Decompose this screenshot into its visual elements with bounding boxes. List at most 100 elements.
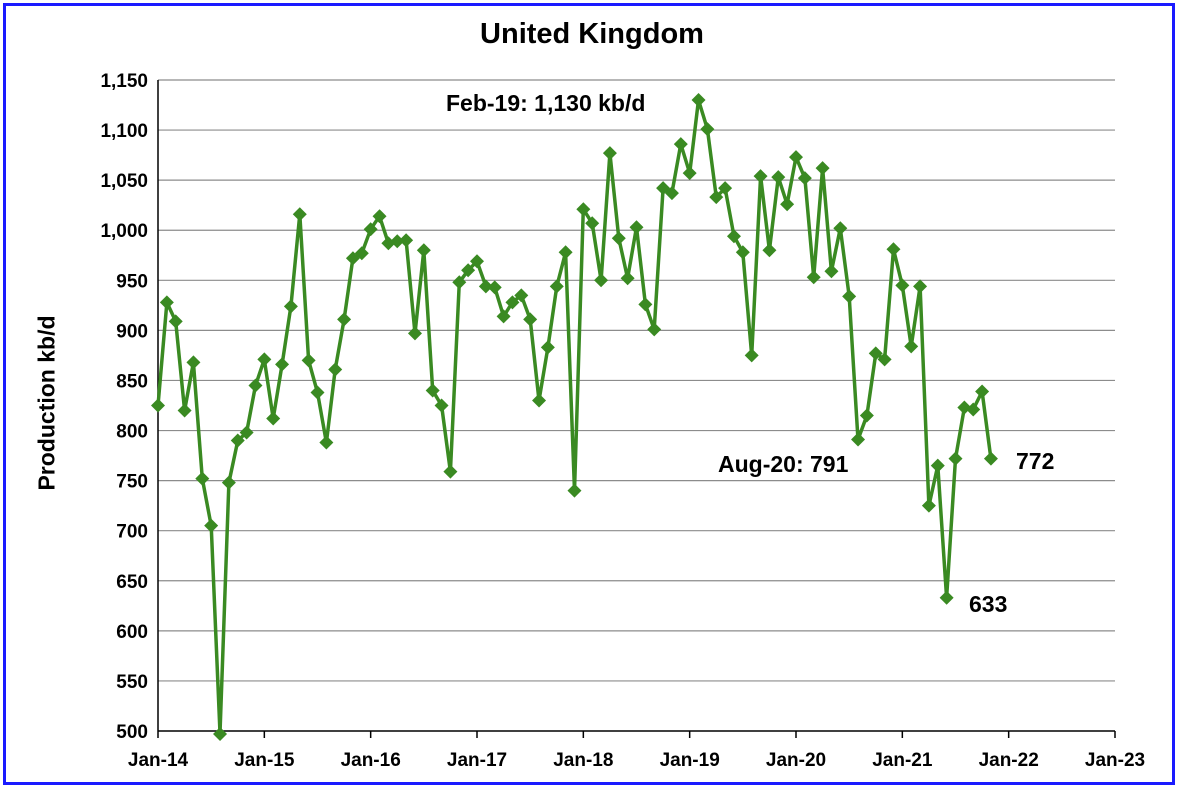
data-point xyxy=(540,340,555,355)
data-point xyxy=(407,326,422,341)
data-point xyxy=(257,352,272,367)
data-point xyxy=(789,150,803,165)
data-point xyxy=(726,229,741,244)
data-point xyxy=(815,161,830,176)
data-point xyxy=(230,433,245,448)
data-point xyxy=(151,398,165,413)
data-point xyxy=(461,263,476,278)
data-point xyxy=(948,451,963,466)
data-point xyxy=(983,451,998,466)
data-point xyxy=(354,246,369,261)
data-point xyxy=(824,264,839,279)
data-point xyxy=(452,275,467,290)
data-point xyxy=(904,339,919,354)
data-point xyxy=(921,498,936,513)
data-point xyxy=(434,398,449,413)
data-point xyxy=(886,242,901,257)
latest-value-annotation: 772 xyxy=(1016,448,1054,474)
y-tick-label: 550 xyxy=(116,672,148,693)
data-point xyxy=(204,518,219,533)
data-point xyxy=(470,254,484,269)
data-point xyxy=(638,297,653,312)
data-point xyxy=(301,353,316,368)
data-point xyxy=(523,312,538,327)
data-point xyxy=(868,346,883,361)
low-value-annotation: 633 xyxy=(969,591,1007,617)
data-point xyxy=(443,464,458,479)
y-tick-label: 900 xyxy=(116,321,148,342)
chart-title: United Kingdom xyxy=(480,18,704,50)
data-point xyxy=(647,322,662,337)
data-point xyxy=(195,471,210,486)
x-tick-label: Jan-14 xyxy=(128,750,189,771)
data-point xyxy=(159,295,174,310)
data-point xyxy=(620,271,635,286)
data-point xyxy=(549,279,564,294)
data-point xyxy=(213,727,228,742)
gridlines xyxy=(158,79,1115,682)
data-point xyxy=(797,171,812,186)
x-tick-label: Jan-19 xyxy=(660,750,720,771)
data-point xyxy=(966,402,981,417)
data-point xyxy=(319,435,334,450)
y-tick-label: 1,150 xyxy=(100,71,148,92)
data-point xyxy=(762,243,777,258)
x-tick-labels: Jan-14 Jan-15 Jan-16 Jan-17 Jan-18 Jan-19 Jan-… xyxy=(128,750,1145,771)
y-tick-label: 1,050 xyxy=(100,171,148,192)
data-point xyxy=(629,220,644,235)
data-point xyxy=(416,243,431,258)
y-tick-label: 750 xyxy=(116,472,148,493)
data-point xyxy=(735,245,750,260)
data-point xyxy=(611,231,626,246)
x-tick-label: Jan-18 xyxy=(553,750,613,771)
data-point xyxy=(585,216,600,231)
data-point xyxy=(975,384,990,399)
data-point xyxy=(186,355,201,370)
data-point xyxy=(168,314,183,329)
data-point xyxy=(682,166,697,181)
data-point xyxy=(567,483,582,498)
aug-20-annotation: Aug-20: 791 xyxy=(718,451,849,477)
x-tick-label: Jan-20 xyxy=(766,750,826,771)
data-point xyxy=(602,146,617,161)
y-tick-label: 800 xyxy=(116,422,148,443)
data-point xyxy=(292,207,307,222)
data-point xyxy=(939,590,954,605)
y-tick-label: 600 xyxy=(116,622,148,643)
data-point xyxy=(744,348,759,363)
data-point xyxy=(532,393,547,408)
x-tick-label: Jan-23 xyxy=(1085,750,1145,771)
x-tick-label: Jan-17 xyxy=(447,750,507,771)
data-point xyxy=(399,233,414,248)
data-point xyxy=(895,278,910,293)
data-point xyxy=(177,403,192,418)
data-point xyxy=(425,383,440,398)
data-point xyxy=(221,475,236,490)
data-point xyxy=(505,295,520,310)
data-point xyxy=(266,411,281,426)
y-tick-label: 950 xyxy=(116,271,148,292)
data-point xyxy=(859,408,874,423)
y-tick-label: 1,100 xyxy=(100,121,148,142)
data-point xyxy=(283,299,298,314)
peak-annotation: Feb-19: 1,130 kb/d xyxy=(446,90,645,116)
data-point xyxy=(833,221,848,236)
y-tick-labels: 500 550 600 650 700 750 800 850 900 950 1,000 1,050… xyxy=(100,71,148,743)
data-point xyxy=(487,280,502,295)
data-markers xyxy=(151,93,998,742)
data-point xyxy=(913,279,928,294)
data-point xyxy=(275,357,290,372)
x-tick-label: Jan-16 xyxy=(341,750,401,771)
data-point xyxy=(673,137,688,152)
data-point xyxy=(930,458,945,473)
data-point xyxy=(372,209,387,224)
data-point xyxy=(753,169,768,184)
data-point xyxy=(664,186,679,201)
data-point xyxy=(239,425,254,440)
data-point xyxy=(310,385,325,400)
data-point xyxy=(363,222,378,237)
data-point xyxy=(337,312,352,327)
data-point xyxy=(594,273,609,288)
data-point xyxy=(718,181,733,196)
